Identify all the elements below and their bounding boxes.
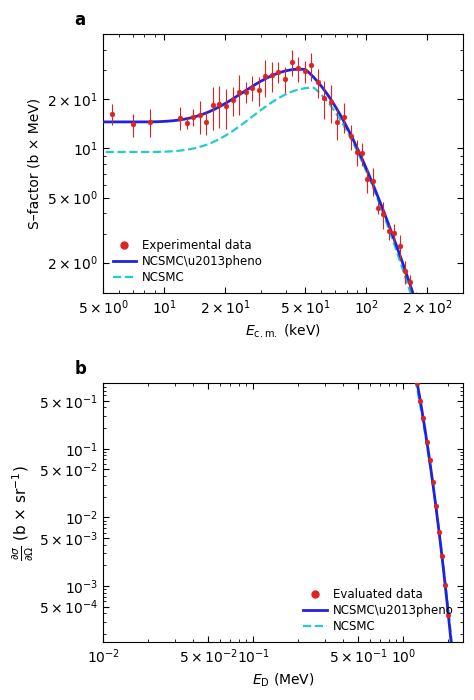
X-axis label: $E_{\mathrm{D}}$ (MeV): $E_{\mathrm{D}}$ (MeV) (252, 671, 314, 689)
Y-axis label: S–factor (b × MeV): S–factor (b × MeV) (27, 98, 42, 229)
Text: b: b (74, 360, 86, 378)
X-axis label: $E_{\mathrm{c.m.}}$ (keV): $E_{\mathrm{c.m.}}$ (keV) (245, 322, 321, 340)
Legend: Experimental data, NCSMC\u2013pheno, NCSMC: Experimental data, NCSMC\u2013pheno, NCS… (109, 235, 266, 287)
Text: a: a (74, 10, 85, 29)
Legend: Evaluated data, NCSMC\u2013pheno, NCSMC: Evaluated data, NCSMC\u2013pheno, NCSMC (300, 584, 457, 636)
Y-axis label: $\frac{\partial\sigma}{\partial\Omega}$ (b $\times$ sr$^{-1}$): $\frac{\partial\sigma}{\partial\Omega}$ … (11, 465, 36, 561)
